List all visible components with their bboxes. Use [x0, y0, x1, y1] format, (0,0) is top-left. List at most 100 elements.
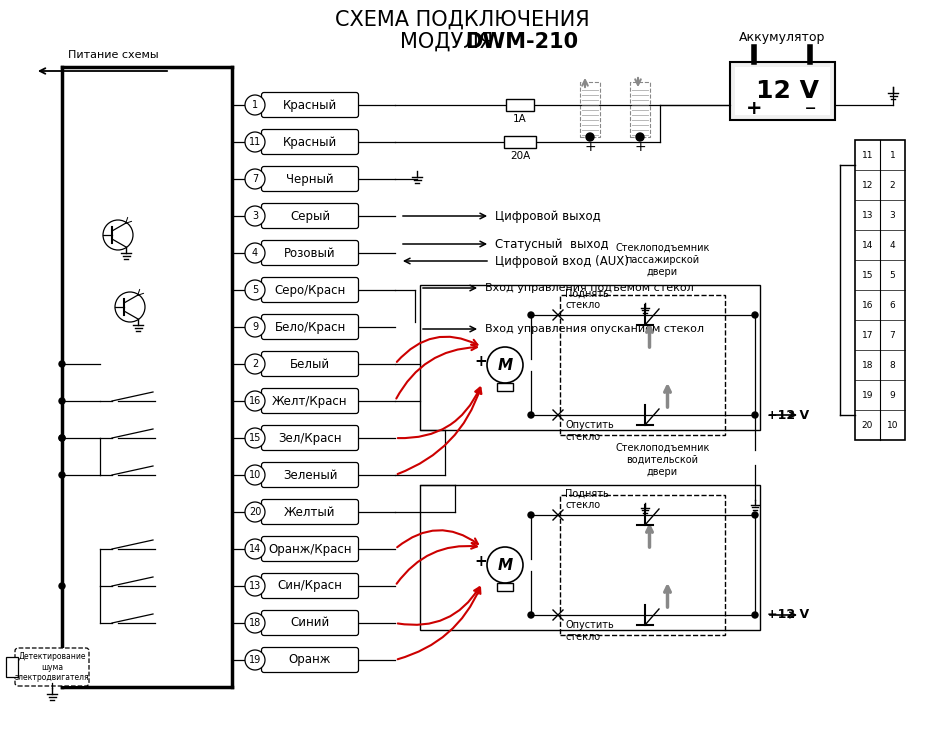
Circle shape: [245, 428, 265, 448]
FancyBboxPatch shape: [262, 204, 359, 229]
Text: +: +: [475, 553, 487, 568]
Text: Красный: Красный: [283, 98, 337, 112]
FancyBboxPatch shape: [262, 573, 359, 598]
FancyBboxPatch shape: [262, 351, 359, 376]
FancyBboxPatch shape: [262, 500, 359, 525]
Text: 10: 10: [249, 470, 261, 480]
Text: M: M: [498, 357, 512, 373]
Text: Белый: Белый: [290, 357, 330, 370]
Text: Статусный  выход: Статусный выход: [495, 237, 609, 251]
Circle shape: [59, 583, 65, 589]
Text: Зеленый: Зеленый: [283, 468, 338, 481]
Text: Желтый: Желтый: [284, 506, 336, 518]
FancyBboxPatch shape: [262, 93, 359, 118]
Text: Оранж/Красн: Оранж/Красн: [268, 542, 352, 556]
Bar: [504, 136, 536, 148]
Text: 20А: 20А: [510, 151, 530, 161]
Text: 17: 17: [862, 331, 873, 340]
Text: Черный: Черный: [286, 173, 334, 185]
Text: Цифровой вход (AUX): Цифровой вход (AUX): [495, 254, 629, 268]
Text: Детектирование
шума
электродвигателя: Детектирование шума электродвигателя: [15, 652, 90, 682]
Circle shape: [752, 512, 758, 518]
Circle shape: [245, 613, 265, 633]
Circle shape: [636, 133, 644, 141]
Text: Питание схемы: Питание схемы: [68, 50, 158, 60]
Text: Серый: Серый: [290, 209, 330, 223]
Circle shape: [245, 354, 265, 374]
Circle shape: [528, 412, 534, 418]
Text: 16: 16: [862, 301, 873, 309]
Text: Стеклоподъемник
пассажирской
двери: Стеклоподъемник пассажирской двери: [615, 243, 709, 277]
Text: 2: 2: [252, 359, 258, 369]
Text: 11: 11: [862, 151, 873, 159]
Circle shape: [115, 292, 145, 322]
Circle shape: [245, 465, 265, 485]
FancyBboxPatch shape: [262, 240, 359, 265]
Text: 11: 11: [249, 137, 261, 147]
Circle shape: [245, 502, 265, 522]
Text: Поднять
стекло: Поднять стекло: [565, 288, 609, 310]
Circle shape: [487, 347, 523, 383]
Text: Желт/Красн: Желт/Красн: [272, 395, 348, 407]
FancyBboxPatch shape: [15, 648, 89, 686]
Bar: [730, 62, 834, 120]
Text: 14: 14: [249, 544, 261, 554]
Text: +: +: [585, 140, 596, 154]
Bar: [580, 82, 600, 137]
Circle shape: [245, 206, 265, 226]
FancyBboxPatch shape: [262, 389, 359, 414]
Text: 4: 4: [252, 248, 258, 258]
Text: –: –: [805, 98, 816, 118]
Text: СХЕМА ПОДКЛЮЧЕНИЯ: СХЕМА ПОДКЛЮЧЕНИЯ: [335, 10, 589, 30]
FancyBboxPatch shape: [560, 495, 725, 635]
Text: 7: 7: [252, 174, 258, 184]
Circle shape: [245, 576, 265, 596]
Text: 8: 8: [890, 360, 895, 370]
Bar: [855, 140, 905, 440]
Text: Опустить
стекло: Опустить стекло: [565, 420, 614, 442]
Text: 9: 9: [252, 322, 258, 332]
Circle shape: [245, 391, 265, 411]
Circle shape: [103, 220, 133, 250]
Text: 10: 10: [887, 420, 898, 429]
Text: 6: 6: [890, 301, 895, 309]
Text: Зел/Красн: Зел/Красн: [278, 431, 341, 445]
Circle shape: [528, 612, 534, 618]
Text: 20: 20: [862, 420, 873, 429]
FancyBboxPatch shape: [262, 167, 359, 192]
Circle shape: [245, 169, 265, 189]
FancyBboxPatch shape: [262, 129, 359, 154]
Bar: [630, 82, 650, 137]
Text: Поднять
стекло: Поднять стекло: [565, 488, 609, 510]
Text: Цифровой выход: Цифровой выход: [495, 209, 600, 223]
Text: 16: 16: [249, 396, 261, 406]
Circle shape: [586, 133, 594, 141]
Text: M: M: [498, 558, 512, 573]
Text: 15: 15: [862, 270, 873, 279]
Text: 7: 7: [890, 331, 895, 340]
Circle shape: [528, 512, 534, 518]
Bar: [497, 383, 513, 391]
Text: 1А: 1А: [513, 114, 527, 124]
Circle shape: [487, 547, 523, 583]
Text: 19: 19: [249, 655, 261, 665]
Circle shape: [245, 317, 265, 337]
Text: 1: 1: [890, 151, 895, 159]
Bar: [420, 485, 760, 630]
Text: 19: 19: [862, 390, 873, 400]
Text: 3: 3: [252, 211, 258, 221]
FancyBboxPatch shape: [262, 537, 359, 562]
Text: +12 V: +12 V: [767, 409, 809, 421]
Circle shape: [59, 435, 65, 441]
Text: +12 V: +12 V: [767, 609, 809, 622]
Text: 12 V: 12 V: [756, 79, 819, 103]
Text: 20: 20: [249, 507, 261, 517]
Circle shape: [245, 539, 265, 559]
Text: Серо/Красн: Серо/Красн: [275, 284, 346, 296]
Bar: [6, 657, 18, 677]
Text: 4: 4: [890, 240, 895, 249]
Text: 13: 13: [862, 210, 873, 220]
Circle shape: [245, 650, 265, 670]
Text: 13: 13: [249, 581, 261, 591]
Text: 3: 3: [890, 210, 895, 220]
